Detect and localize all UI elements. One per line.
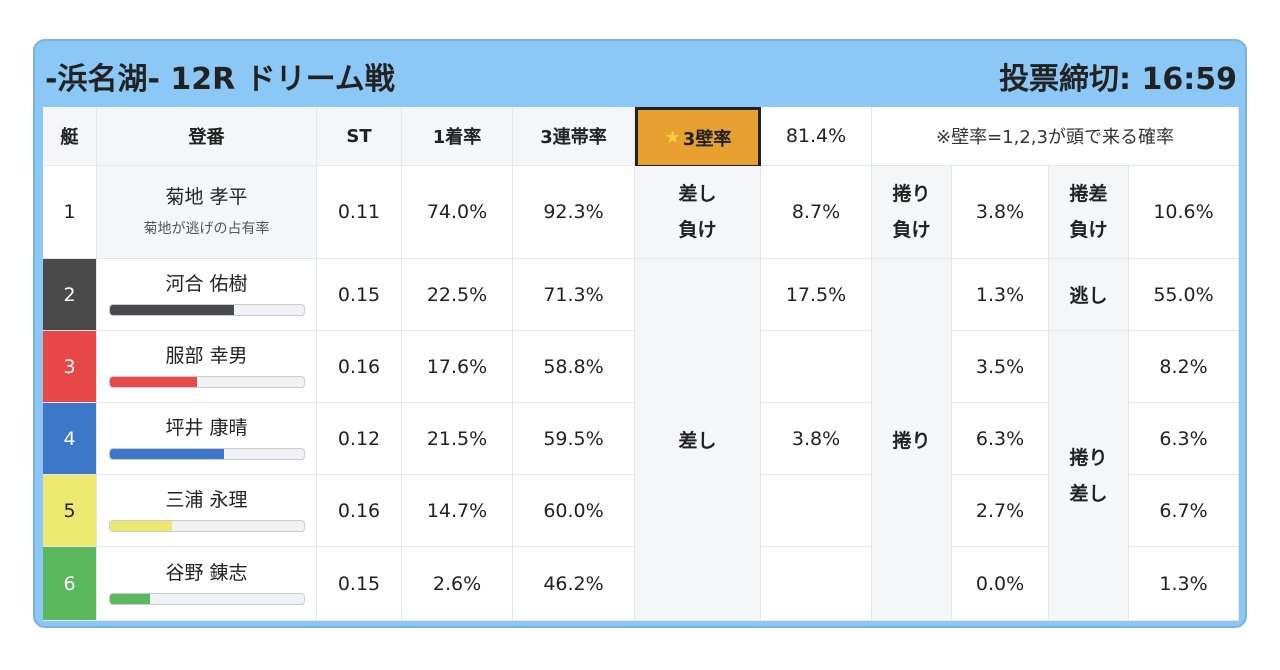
racer-subtitle: 菊地が逃げの占有率 bbox=[143, 221, 270, 237]
racer-st: 0.16 bbox=[317, 475, 402, 547]
race-table: 艇 登番 ST 1着率 3連帯率 ★ 3壁率 81.4% ※壁率=1,2,3が頭… bbox=[43, 107, 1239, 621]
col-header-top3-rate: 3連帯率 bbox=[513, 107, 635, 166]
racer-top3: 58.8% bbox=[513, 331, 635, 403]
racer-top3: 71.3% bbox=[513, 259, 635, 331]
makuri-label: 捲り bbox=[872, 259, 952, 621]
makuri-value: 2.7% bbox=[952, 475, 1049, 547]
racer-cell[interactable]: 三浦 永理 bbox=[97, 475, 317, 547]
nige-share-bar-fill bbox=[109, 377, 197, 387]
racer-top3: 46.2% bbox=[513, 547, 635, 621]
racer-top3: 60.0% bbox=[513, 475, 635, 547]
boat-number: 3 bbox=[43, 331, 97, 403]
makuri-value: 0.0% bbox=[952, 547, 1049, 621]
racer-st: 0.12 bbox=[317, 403, 402, 475]
kabe-rate-note: ※壁率=1,2,3が頭で来る確率 bbox=[872, 107, 1239, 166]
nige-share-bar-fill bbox=[109, 594, 151, 604]
racer-cell[interactable]: 河合 佑樹 bbox=[97, 259, 317, 331]
sashi-value: 3.8% bbox=[761, 403, 872, 475]
makurizashi-make-value: 10.6% bbox=[1129, 166, 1239, 259]
nige-share-bar-fill bbox=[109, 449, 224, 459]
racer-top3: 92.3% bbox=[513, 166, 635, 259]
racer-name: 服部 幸男 bbox=[165, 345, 248, 367]
makuri-make-label: 捲り 負け bbox=[872, 166, 952, 259]
makurizashi-value: 6.3% bbox=[1129, 403, 1239, 475]
nige-share-bar bbox=[108, 520, 305, 532]
racer-st: 0.15 bbox=[317, 259, 402, 331]
nige-share-bar bbox=[108, 593, 305, 605]
racer-cell[interactable]: 谷野 錬志 bbox=[97, 547, 317, 621]
vote-deadline: 投票締切: 16:59 bbox=[999, 62, 1237, 97]
kabe-rate-label: 3壁率 bbox=[682, 128, 732, 150]
col-header-name: 登番 bbox=[97, 107, 317, 166]
sashi-value bbox=[761, 331, 872, 403]
racer-win: 17.6% bbox=[402, 331, 513, 403]
sashi-value bbox=[761, 547, 872, 621]
racer-name: 谷野 錬志 bbox=[165, 562, 248, 584]
nige-share-bar-fill bbox=[109, 521, 172, 531]
makuri-value: 3.5% bbox=[952, 331, 1049, 403]
col-header-win-rate: 1着率 bbox=[402, 107, 513, 166]
racer-win: 74.0% bbox=[402, 166, 513, 259]
boat-number: 1 bbox=[43, 166, 97, 259]
racer-name: 坪井 康晴 bbox=[165, 417, 248, 439]
makurizashi-make-label: 捲差 負け bbox=[1049, 166, 1129, 259]
sashi-make-label: 差し 負け bbox=[635, 166, 761, 259]
racer-win: 22.5% bbox=[402, 259, 513, 331]
racer-name: 三浦 永理 bbox=[165, 489, 248, 511]
racer-st: 0.15 bbox=[317, 547, 402, 621]
sashi-label: 差し bbox=[635, 259, 761, 621]
racer-cell[interactable]: 菊地 孝平菊地が逃げの占有率 bbox=[97, 166, 317, 259]
racer-win: 2.6% bbox=[402, 547, 513, 621]
racer-cell[interactable]: 坪井 康晴 bbox=[97, 403, 317, 475]
race-card: -浜名湖- 12R ドリーム戦 投票締切: 16:59 艇 登番 ST 1着率 … bbox=[33, 39, 1247, 628]
boat-number: 2 bbox=[43, 259, 97, 331]
makurizashi-value: 8.2% bbox=[1129, 331, 1239, 403]
race-title: -浜名湖- 12R ドリーム戦 bbox=[45, 62, 395, 97]
makuri-value: 1.3% bbox=[952, 259, 1049, 331]
sashi-value: 17.5% bbox=[761, 259, 872, 331]
nige-value: 55.0% bbox=[1129, 259, 1239, 331]
nige-share-bar-fill bbox=[109, 305, 234, 315]
nige-share-bar bbox=[108, 448, 305, 460]
star-icon: ★ bbox=[664, 127, 681, 148]
racer-st: 0.11 bbox=[317, 166, 402, 259]
racer-cell[interactable]: 服部 幸男 bbox=[97, 331, 317, 403]
boat-number: 4 bbox=[43, 403, 97, 475]
racer-name: 河合 佑樹 bbox=[165, 273, 248, 295]
nige-label: 逃し bbox=[1049, 259, 1129, 331]
racer-win: 21.5% bbox=[402, 403, 513, 475]
makuri-make-value: 3.8% bbox=[952, 166, 1049, 259]
sashi-make-value: 8.7% bbox=[761, 166, 872, 259]
sashi-value bbox=[761, 475, 872, 547]
racer-win: 14.7% bbox=[402, 475, 513, 547]
makuri-value: 6.3% bbox=[952, 403, 1049, 475]
boat-number: 5 bbox=[43, 475, 97, 547]
col-header-boat: 艇 bbox=[43, 107, 97, 166]
racer-name: 菊地 孝平 bbox=[165, 186, 248, 208]
nige-share-bar bbox=[108, 304, 305, 316]
makurizashi-label: 捲り 差し bbox=[1049, 331, 1129, 621]
makurizashi-value: 1.3% bbox=[1129, 547, 1239, 621]
racer-top3: 59.5% bbox=[513, 403, 635, 475]
racer-st: 0.16 bbox=[317, 331, 402, 403]
kabe-rate-header[interactable]: ★ 3壁率 bbox=[635, 107, 761, 168]
nige-share-bar bbox=[108, 376, 305, 388]
col-header-st: ST bbox=[317, 107, 402, 166]
boat-number: 6 bbox=[43, 547, 97, 621]
makurizashi-value: 6.7% bbox=[1129, 475, 1239, 547]
kabe-rate-value: 81.4% bbox=[761, 107, 872, 166]
